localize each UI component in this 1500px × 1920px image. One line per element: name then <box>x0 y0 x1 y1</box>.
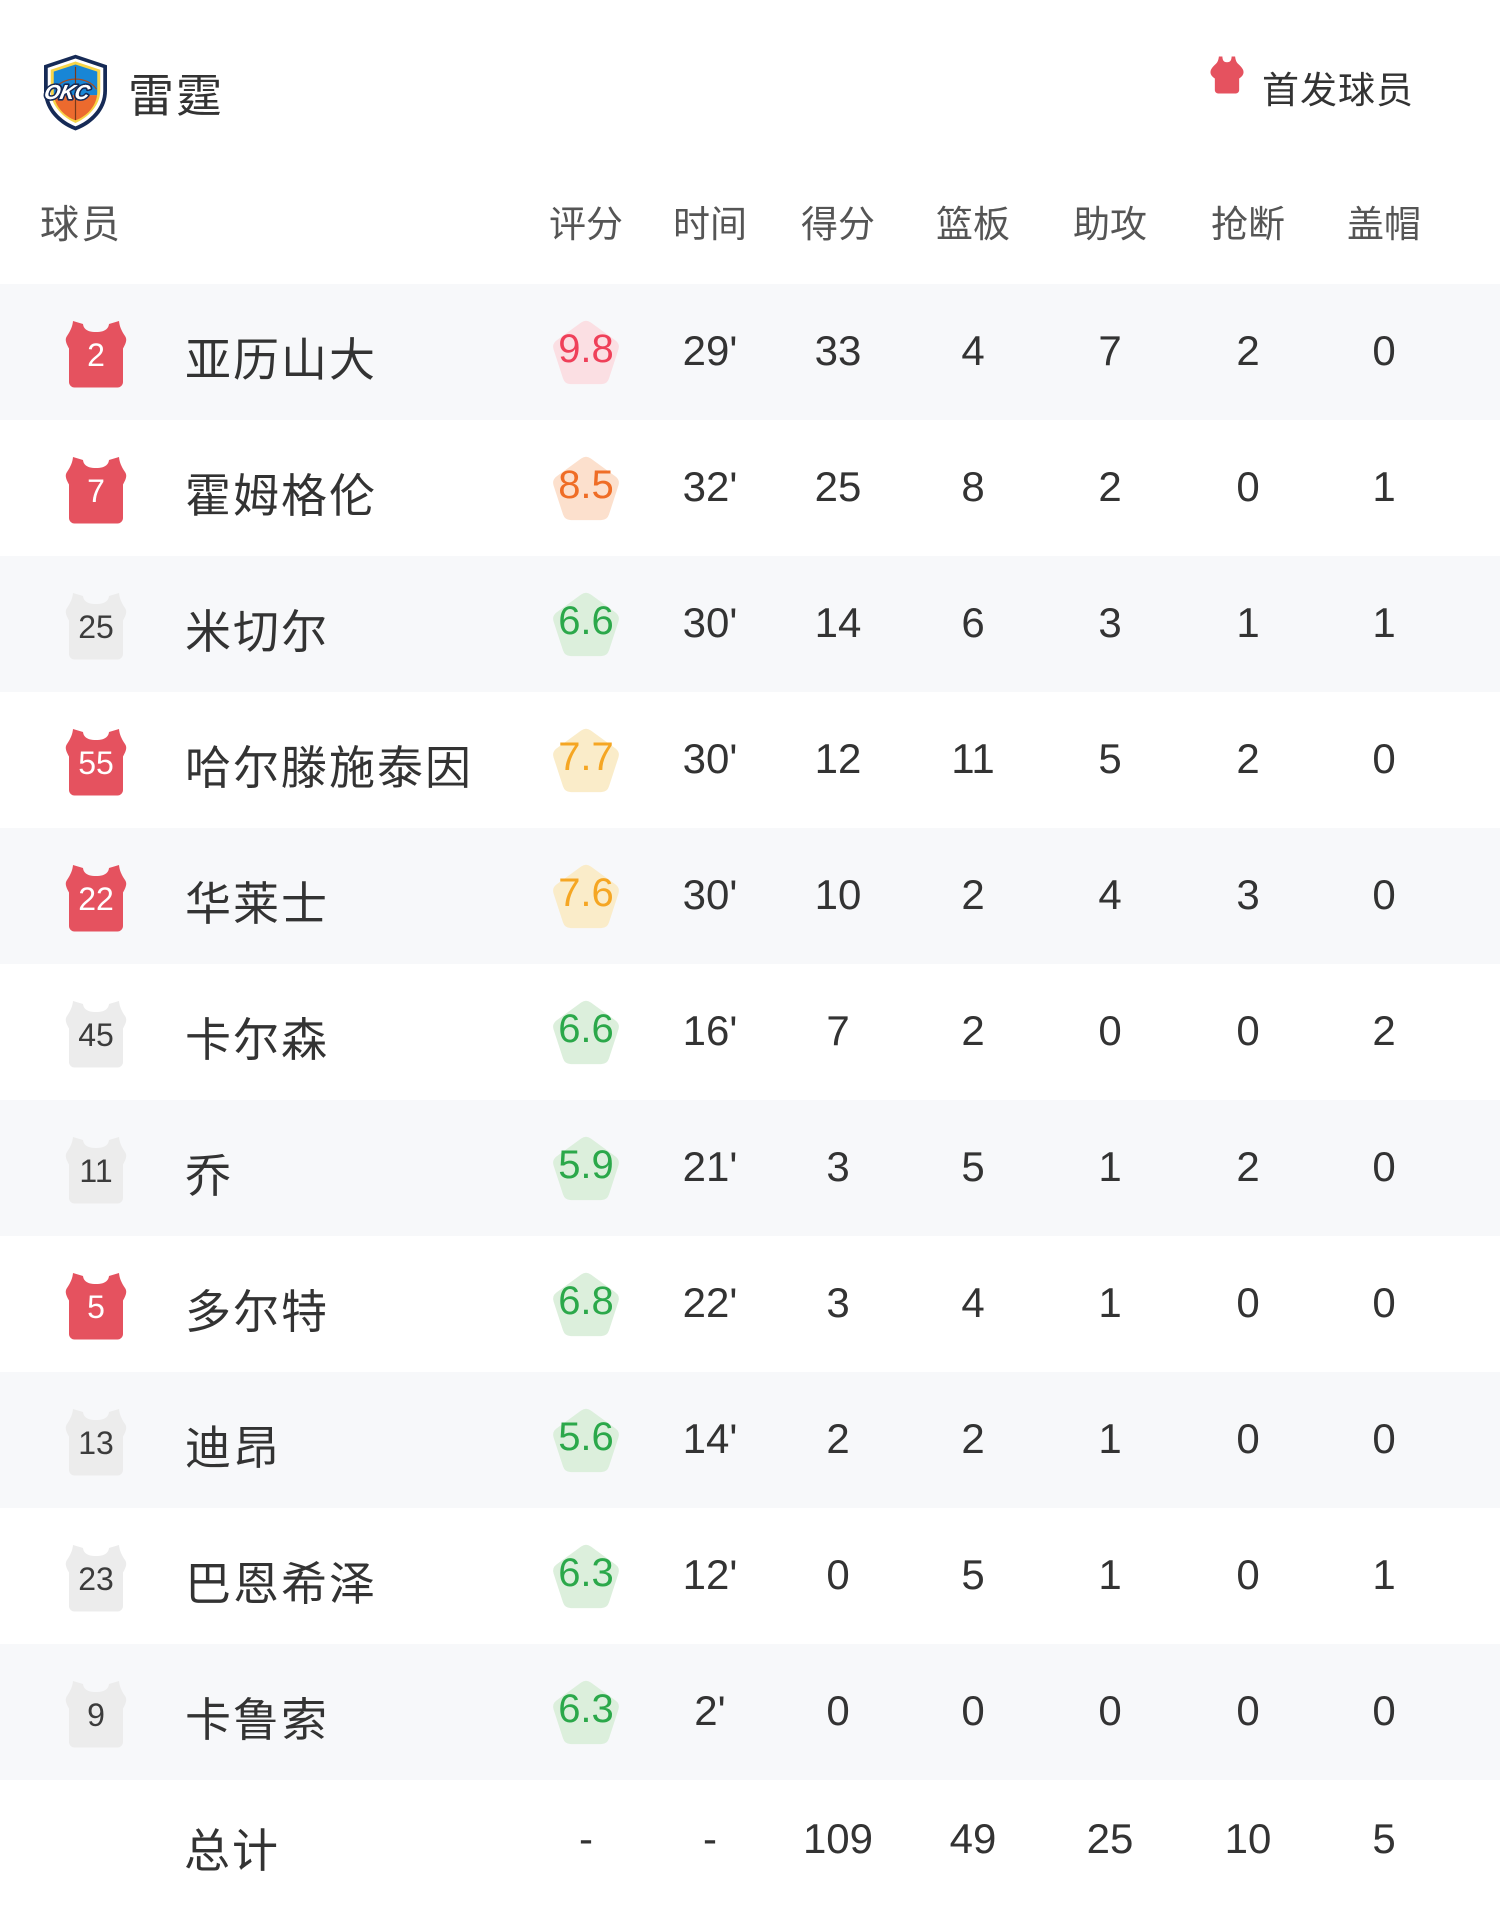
svg-text:OKC: OKC <box>42 81 93 104</box>
